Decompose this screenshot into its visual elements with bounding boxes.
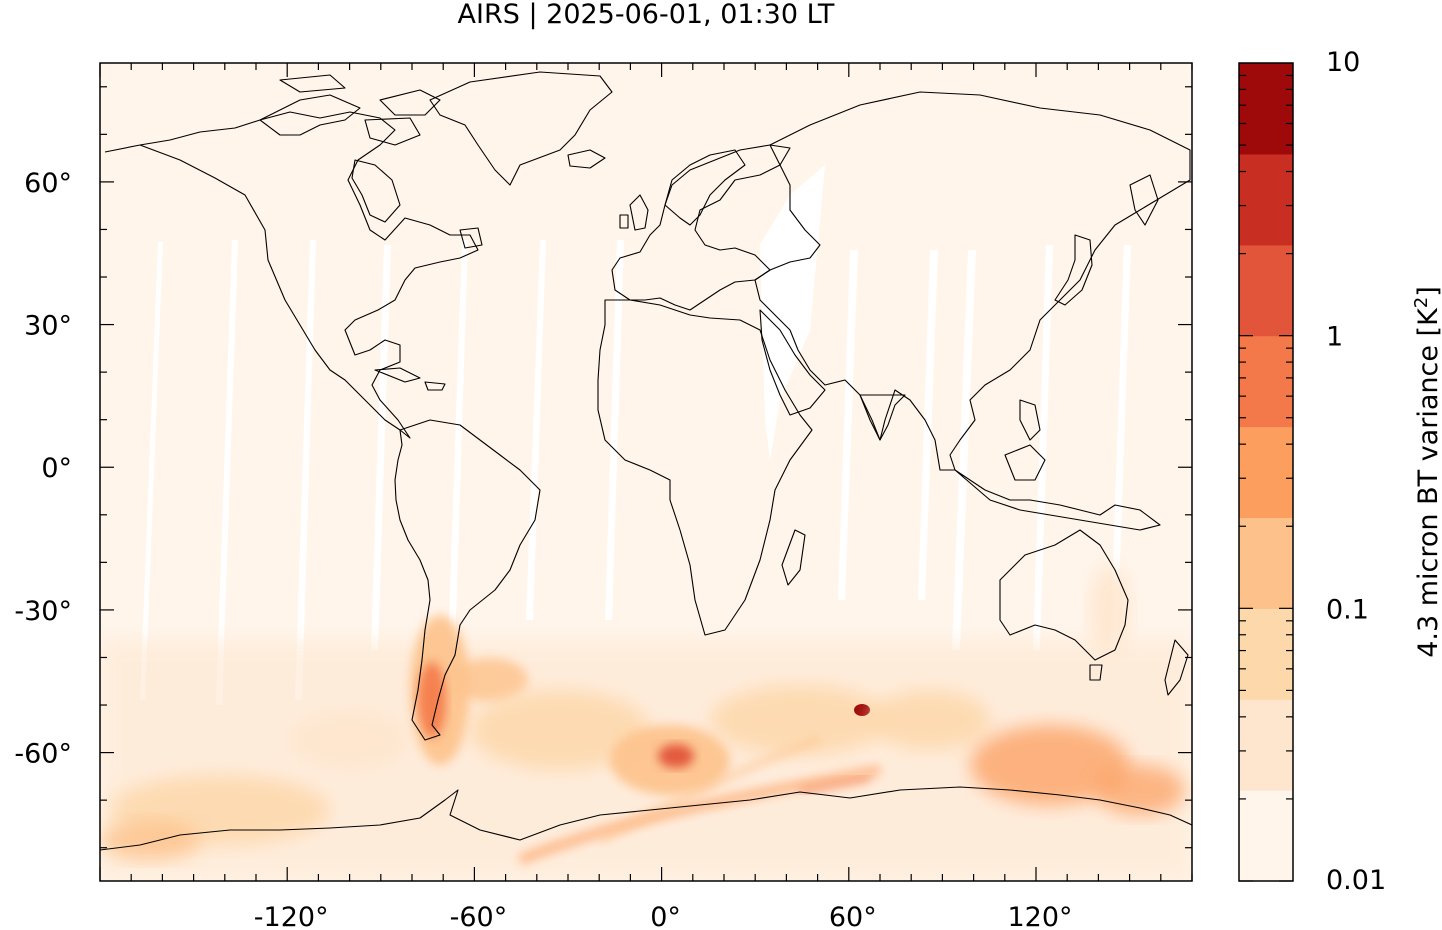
coastline-philippines [1019, 399, 1041, 441]
coastline-new-zealand [1164, 639, 1189, 696]
map-frame [99, 62, 1193, 882]
swath-gap [1033, 245, 1053, 650]
colorbar-label: 4.3 micron BT variance [K2] [1411, 286, 1442, 658]
swath-gap [216, 240, 238, 705]
coastlines [100, 71, 1192, 851]
y-tick-label: 30° [24, 311, 72, 342]
colorbar: 10 1 0.1 0.01 4.3 micron BT variance [K2] [1238, 47, 1442, 896]
coastline-india [859, 394, 906, 441]
colorbar-bin [1239, 517, 1293, 609]
variance-blob-pacific-2 [290, 710, 410, 770]
coastline-japan [1054, 234, 1093, 306]
variance-blob-atlantic-west [452, 658, 528, 702]
colorbar-bin [1239, 153, 1293, 246]
swath-gap [295, 240, 316, 700]
coastline-madagascar [781, 529, 806, 586]
x-tick-label: -120° [254, 902, 329, 930]
coastline-south-america [394, 419, 541, 741]
colorbar-bin [1239, 63, 1293, 155]
variance-streak [598, 737, 821, 843]
colorbar-tick-label: 0.01 [1326, 865, 1386, 896]
variance-blob-kerguelen [854, 704, 870, 716]
coastline-tasmania [1089, 664, 1103, 681]
swath-gap [526, 240, 546, 620]
coastline-arctic-islands [259, 74, 441, 146]
swath-gap [371, 245, 391, 650]
variance-blob-indian-east [870, 690, 990, 750]
swath-gap [1110, 245, 1131, 650]
coastline-asia [754, 91, 1191, 471]
colorbar-bin [1239, 699, 1293, 791]
x-tick-label: 60° [829, 902, 877, 930]
swath-gap [952, 250, 976, 650]
colorbar-bins [1239, 63, 1293, 882]
coastline-iceland [567, 149, 606, 169]
variance-streak [799, 775, 871, 795]
coastline-africa [597, 299, 813, 636]
y-tick-label: 60° [24, 168, 72, 199]
variance-blob-antarctic-east [970, 725, 1130, 805]
colorbar-bin [1239, 244, 1293, 337]
coastline-arabia [759, 309, 826, 416]
swath-gap [838, 250, 858, 600]
variance-blob-atlantic [470, 690, 650, 770]
colorbar-tick-label: 1 [1326, 322, 1343, 353]
colorbar-bin [1239, 335, 1293, 428]
y-axis-tick-labels: 60° 30° 0° -30° -60° [14, 168, 72, 770]
swath-gaps [140, 165, 1131, 705]
coastline-north-america [104, 111, 479, 439]
colorbar-tick-labels: 10 1 0.1 0.01 [1326, 47, 1386, 896]
variance-blob-ross [100, 820, 200, 860]
x-tick-label: 120° [1007, 902, 1072, 930]
frame-ticks [99, 63, 1193, 881]
swath-gap [605, 240, 624, 620]
coastline-borneo [1004, 444, 1046, 481]
y-tick-label: 0° [41, 453, 72, 484]
variance-streak [518, 765, 881, 865]
variance-field [100, 565, 1185, 865]
coastline-greenland [429, 71, 613, 186]
coastline-british-isles [619, 194, 649, 231]
coastline-scandinavia [664, 149, 746, 226]
coastline-australia [999, 529, 1129, 661]
colorbar-bin [1239, 426, 1293, 519]
coastline-indonesia [954, 469, 1161, 531]
coastline-antarctica [100, 786, 1192, 851]
colorbar-tick-label: 0.1 [1326, 594, 1369, 625]
coastline-hudson-bay [351, 159, 401, 223]
colorbar-bin [1239, 608, 1293, 700]
map-plot-area [100, 63, 1192, 881]
colorbar-ticks [1239, 74, 1293, 882]
variance-blob-indian [710, 685, 890, 755]
colorbar-tick-label: 10 [1326, 47, 1360, 78]
variance-blob-antarctic-east-2 [1095, 765, 1185, 815]
swath-gap [448, 240, 468, 650]
colorbar-frame [1238, 62, 1294, 882]
coastline-newfoundland [459, 227, 483, 249]
coastline-europe [611, 144, 791, 311]
variance-blob-australia [1090, 565, 1130, 655]
y-tick-label: -60° [14, 739, 72, 770]
colorbar-bin [1239, 790, 1293, 882]
x-axis-tick-labels: -120° -60° 0° 60° 120° [254, 902, 1073, 930]
variance-blob-patagonia-core [418, 662, 446, 738]
coastline-caribbean [374, 367, 446, 391]
x-tick-label: -60° [450, 902, 508, 930]
x-tick-label: 0° [650, 902, 681, 930]
swath-gap [140, 242, 163, 700]
map-title: AIRS | 2025-06-01, 01:30 LT [457, 0, 835, 30]
variance-blob-south-atlantic-core [658, 744, 694, 768]
y-tick-label: -30° [14, 596, 72, 627]
coastline-kamchatka [1129, 174, 1159, 226]
